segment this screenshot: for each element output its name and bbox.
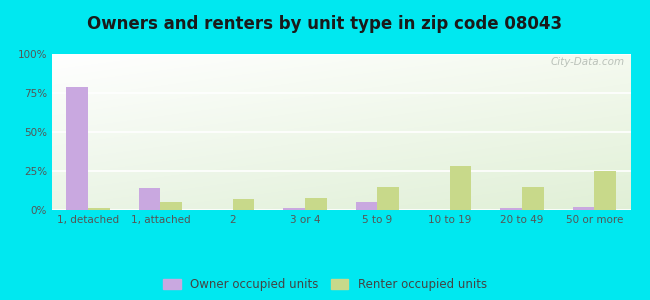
Text: City-Data.com: City-Data.com — [551, 57, 625, 67]
Bar — [378, 187, 399, 210]
Text: Owners and renters by unit type in zip code 08043: Owners and renters by unit type in zip c… — [88, 15, 562, 33]
Bar — [356, 202, 378, 210]
Bar — [522, 187, 543, 210]
Bar — [594, 171, 616, 210]
Bar — [88, 208, 110, 210]
Bar — [283, 208, 305, 210]
Bar — [305, 197, 327, 210]
Bar — [573, 207, 594, 210]
Bar — [500, 208, 522, 210]
Legend: Owner occupied units, Renter occupied units: Owner occupied units, Renter occupied un… — [163, 278, 487, 291]
Bar — [450, 166, 471, 210]
Bar — [161, 202, 182, 210]
Bar — [66, 87, 88, 210]
Bar — [233, 199, 255, 210]
Bar — [139, 188, 161, 210]
